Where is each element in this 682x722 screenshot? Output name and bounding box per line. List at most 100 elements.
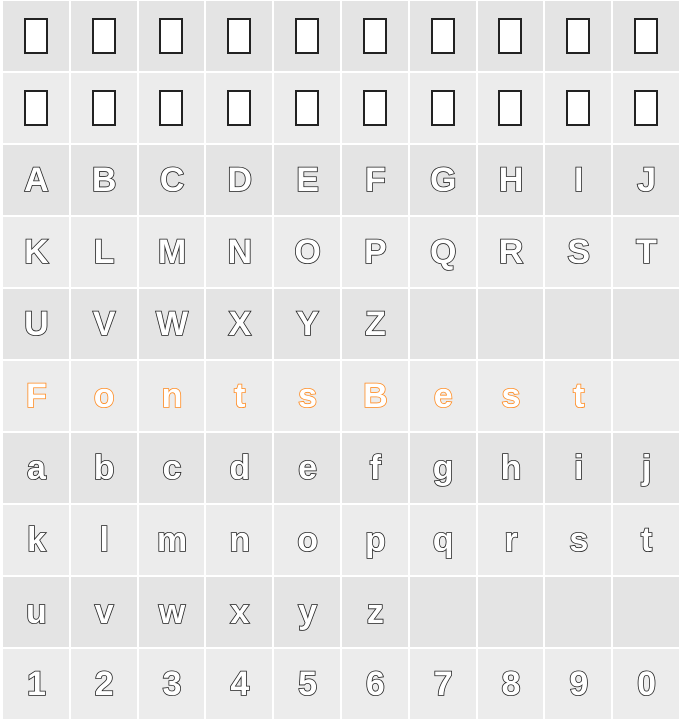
glyph-cell: t bbox=[613, 505, 679, 575]
glyph-cell: q bbox=[410, 505, 476, 575]
glyph-cell: n bbox=[206, 505, 272, 575]
glyph-cell: t bbox=[206, 361, 272, 431]
glyph-cell: M bbox=[139, 217, 205, 287]
missing-glyph-icon bbox=[92, 90, 116, 126]
missing-glyph-icon bbox=[295, 90, 319, 126]
glyph-cell: A bbox=[3, 145, 69, 215]
glyph-cell: 0 bbox=[613, 649, 679, 719]
glyph-cell: z bbox=[342, 577, 408, 647]
glyph-row bbox=[3, 73, 679, 143]
glyph-cell bbox=[410, 1, 476, 71]
glyph-cell: T bbox=[613, 217, 679, 287]
glyph-cell: 2 bbox=[71, 649, 137, 719]
font-glyph-grid: ABCDEFGHIJKLMNOPQRSTUVWXYZFontsBestabcde… bbox=[0, 0, 682, 720]
glyph-cell: j bbox=[613, 433, 679, 503]
missing-glyph-icon bbox=[634, 90, 658, 126]
glyph-row: ABCDEFGHIJ bbox=[3, 145, 679, 215]
glyph-cell: E bbox=[274, 145, 340, 215]
glyph-cell: P bbox=[342, 217, 408, 287]
glyph-cell: y bbox=[274, 577, 340, 647]
glyph-cell bbox=[3, 1, 69, 71]
glyph-cell: K bbox=[3, 217, 69, 287]
missing-glyph-icon bbox=[295, 18, 319, 54]
glyph-cell bbox=[410, 577, 476, 647]
glyph-cell bbox=[545, 577, 611, 647]
glyph-cell bbox=[71, 73, 137, 143]
glyph-cell: 4 bbox=[206, 649, 272, 719]
glyph-cell bbox=[478, 289, 544, 359]
glyph-cell: J bbox=[613, 145, 679, 215]
glyph-cell bbox=[139, 73, 205, 143]
missing-glyph-icon bbox=[498, 90, 522, 126]
glyph-cell: n bbox=[139, 361, 205, 431]
glyph-row: klmnopqrst bbox=[3, 505, 679, 575]
glyph-row: UVWXYZ bbox=[3, 289, 679, 359]
glyph-cell bbox=[613, 73, 679, 143]
glyph-cell: 8 bbox=[478, 649, 544, 719]
glyph-cell: O bbox=[274, 217, 340, 287]
glyph-cell: p bbox=[342, 505, 408, 575]
glyph-cell: k bbox=[3, 505, 69, 575]
glyph-row: KLMNOPQRST bbox=[3, 217, 679, 287]
glyph-cell: s bbox=[545, 505, 611, 575]
glyph-cell: V bbox=[71, 289, 137, 359]
glyph-cell: B bbox=[342, 361, 408, 431]
glyph-cell bbox=[274, 1, 340, 71]
missing-glyph-icon bbox=[159, 18, 183, 54]
glyph-cell: B bbox=[71, 145, 137, 215]
glyph-cell: c bbox=[139, 433, 205, 503]
glyph-cell: Y bbox=[274, 289, 340, 359]
glyph-cell: X bbox=[206, 289, 272, 359]
glyph-cell: W bbox=[139, 289, 205, 359]
glyph-cell: D bbox=[206, 145, 272, 215]
missing-glyph-icon bbox=[24, 90, 48, 126]
glyph-row bbox=[3, 1, 679, 71]
glyph-cell: N bbox=[206, 217, 272, 287]
glyph-cell: Z bbox=[342, 289, 408, 359]
glyph-row: uvwxyz bbox=[3, 577, 679, 647]
glyph-cell: R bbox=[478, 217, 544, 287]
glyph-cell: i bbox=[545, 433, 611, 503]
missing-glyph-icon bbox=[159, 90, 183, 126]
glyph-cell bbox=[613, 289, 679, 359]
glyph-cell bbox=[206, 73, 272, 143]
glyph-cell bbox=[274, 73, 340, 143]
glyph-cell bbox=[478, 577, 544, 647]
missing-glyph-icon bbox=[227, 18, 251, 54]
glyph-cell: U bbox=[3, 289, 69, 359]
glyph-cell: l bbox=[71, 505, 137, 575]
glyph-cell bbox=[342, 1, 408, 71]
glyph-cell bbox=[545, 1, 611, 71]
glyph-cell: Q bbox=[410, 217, 476, 287]
glyph-cell: b bbox=[71, 433, 137, 503]
missing-glyph-icon bbox=[498, 18, 522, 54]
glyph-cell: F bbox=[342, 145, 408, 215]
glyph-cell: 9 bbox=[545, 649, 611, 719]
glyph-cell: u bbox=[3, 577, 69, 647]
glyph-cell: F bbox=[3, 361, 69, 431]
glyph-cell: s bbox=[478, 361, 544, 431]
glyph-row: 1234567890 bbox=[3, 649, 679, 719]
glyph-cell: t bbox=[545, 361, 611, 431]
glyph-cell bbox=[71, 1, 137, 71]
glyph-cell: I bbox=[545, 145, 611, 215]
glyph-cell: o bbox=[274, 505, 340, 575]
glyph-cell: f bbox=[342, 433, 408, 503]
glyph-cell: o bbox=[71, 361, 137, 431]
glyph-cell bbox=[545, 289, 611, 359]
glyph-cell bbox=[410, 289, 476, 359]
glyph-cell: e bbox=[410, 361, 476, 431]
missing-glyph-icon bbox=[92, 18, 116, 54]
glyph-cell: v bbox=[71, 577, 137, 647]
glyph-cell bbox=[545, 73, 611, 143]
glyph-cell bbox=[613, 1, 679, 71]
glyph-cell: m bbox=[139, 505, 205, 575]
glyph-cell bbox=[613, 361, 679, 431]
glyph-row: FontsBest bbox=[3, 361, 679, 431]
glyph-cell: H bbox=[478, 145, 544, 215]
glyph-cell: r bbox=[478, 505, 544, 575]
missing-glyph-icon bbox=[566, 18, 590, 54]
glyph-cell: C bbox=[139, 145, 205, 215]
missing-glyph-icon bbox=[431, 90, 455, 126]
glyph-cell: 7 bbox=[410, 649, 476, 719]
